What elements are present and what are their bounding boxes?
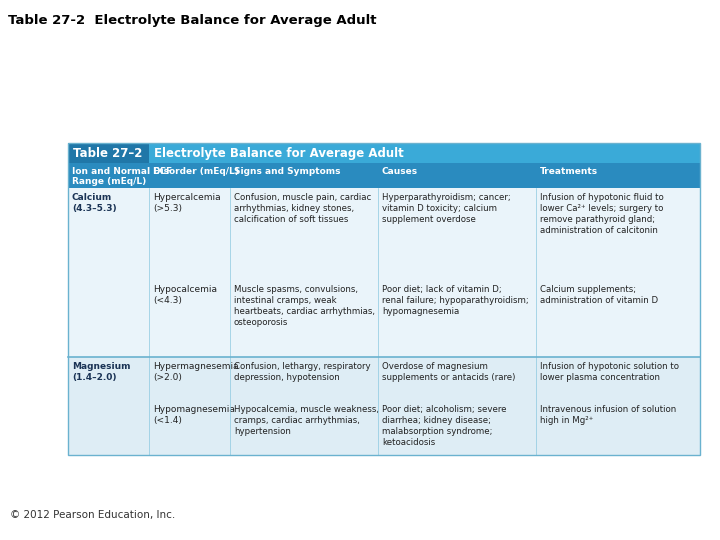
Text: Causes: Causes (382, 167, 418, 176)
Text: Hypermagnesemia
(>2.0): Hypermagnesemia (>2.0) (153, 362, 238, 382)
Text: Calcium
(4.3–5.3): Calcium (4.3–5.3) (72, 193, 117, 213)
Text: Disorder (mEq/L): Disorder (mEq/L) (153, 167, 239, 176)
Text: Infusion of hypotonic solution to
lower plasma concentration: Infusion of hypotonic solution to lower … (540, 362, 679, 382)
Text: Hypomagnesemia
(<1.4): Hypomagnesemia (<1.4) (153, 405, 235, 425)
Text: Poor diet; lack of vitamin D;
renal failure; hypoparathyroidism;
hypomagnesemia: Poor diet; lack of vitamin D; renal fail… (382, 285, 528, 316)
Bar (68, 400, 700, 455)
Text: Confusion, lethargy, respiratory
depression, hypotension: Confusion, lethargy, respiratory depress… (234, 362, 371, 382)
Text: Confusion, muscle pain, cardiac
arrhythmias, kidney stones,
calcification of sof: Confusion, muscle pain, cardiac arrhythm… (234, 193, 372, 224)
Bar (68, 188, 700, 280)
Text: Calcium supplements;
administration of vitamin D: Calcium supplements; administration of v… (540, 285, 658, 305)
Text: Intravenous infusion of solution
high in Mg²⁺: Intravenous infusion of solution high in… (540, 405, 676, 425)
Text: Ion and Normal ECF
Range (mEq/L): Ion and Normal ECF Range (mEq/L) (72, 167, 172, 186)
Text: Hypercalcemia
(>5.3): Hypercalcemia (>5.3) (153, 193, 220, 213)
Text: © 2012 Pearson Education, Inc.: © 2012 Pearson Education, Inc. (10, 510, 175, 520)
Text: Electrolyte Balance for Average Adult: Electrolyte Balance for Average Adult (154, 147, 404, 160)
Bar (68, 143, 149, 163)
Text: Magnesium
(1.4–2.0): Magnesium (1.4–2.0) (72, 362, 130, 382)
Text: Signs and Symptoms: Signs and Symptoms (234, 167, 341, 176)
Bar (68, 163, 700, 188)
Bar (68, 280, 700, 357)
Text: Hypocalcemia, muscle weakness,
cramps, cardiac arrhythmias,
hypertension: Hypocalcemia, muscle weakness, cramps, c… (234, 405, 379, 436)
Bar (68, 357, 700, 400)
Text: Overdose of magnesium
supplements or antacids (rare): Overdose of magnesium supplements or ant… (382, 362, 516, 382)
Text: Hyperparathyroidism; cancer;
vitamin D toxicity; calcium
supplement overdose: Hyperparathyroidism; cancer; vitamin D t… (382, 193, 510, 224)
Text: Table 27–2: Table 27–2 (73, 147, 143, 160)
Bar (149, 143, 700, 163)
Text: Treatments: Treatments (540, 167, 598, 176)
Text: Table 27-2  Electrolyte Balance for Average Adult: Table 27-2 Electrolyte Balance for Avera… (8, 14, 377, 27)
Text: Poor diet; alcoholism; severe
diarrhea; kidney disease;
malabsorption syndrome;
: Poor diet; alcoholism; severe diarrhea; … (382, 405, 506, 447)
Text: Infusion of hypotonic fluid to
lower Ca²⁺ levels; surgery to
remove parathyroid : Infusion of hypotonic fluid to lower Ca²… (540, 193, 664, 235)
Text: Hypocalcemia
(<4.3): Hypocalcemia (<4.3) (153, 285, 217, 305)
Bar (68, 143, 700, 455)
Text: Muscle spasms, convulsions,
intestinal cramps, weak
heartbeats, cardiac arrhythm: Muscle spasms, convulsions, intestinal c… (234, 285, 375, 327)
